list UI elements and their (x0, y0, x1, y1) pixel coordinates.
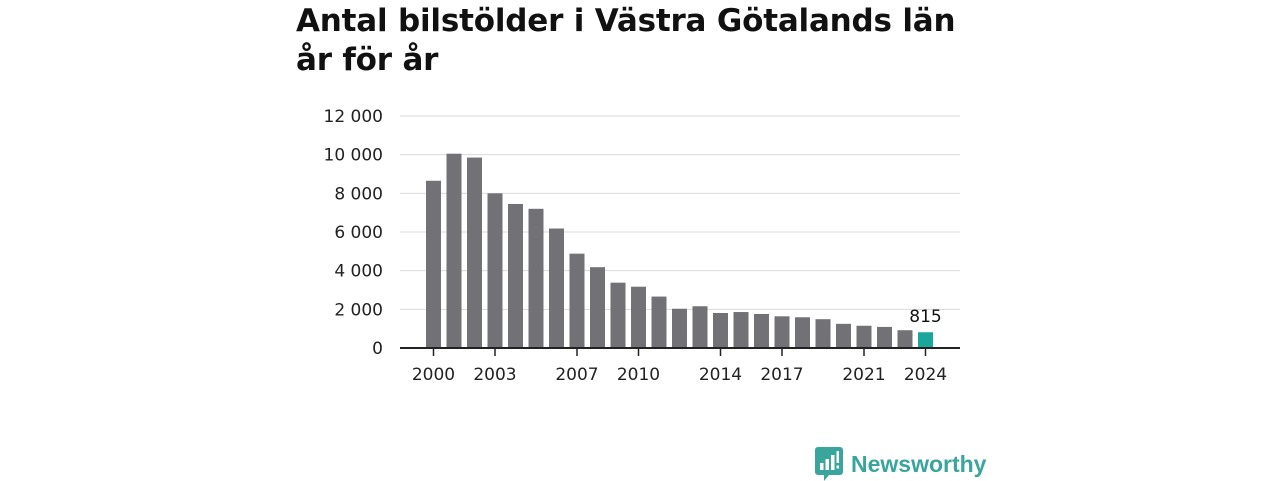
bars (426, 153, 933, 348)
x-tick-label: 2017 (760, 365, 803, 385)
y-tick-label: 2 000 (334, 300, 383, 320)
bar-2008 (590, 267, 605, 348)
y-tick-label: 10 000 (324, 146, 383, 166)
y-tick-label: 0 (372, 339, 383, 359)
bar-2001 (446, 153, 462, 348)
bar-2003 (487, 193, 503, 348)
x-tick-label: 2000 (412, 365, 455, 385)
x-tick-label: 2024 (904, 365, 947, 385)
chart-title: Antal bilstölder i Västra Götalands län … (296, 3, 956, 78)
bar-2018 (795, 317, 810, 348)
y-tick-label: 8 000 (334, 184, 383, 204)
bar-2014 (713, 313, 728, 348)
bar-2019 (815, 319, 831, 348)
bar-chart-speech-bubble-icon (815, 447, 843, 481)
bar-2007 (569, 253, 585, 348)
y-tick-label: 4 000 (334, 262, 383, 282)
brand-logo: Newsworthy (815, 447, 986, 481)
bar-2009 (610, 282, 626, 348)
gridlines (400, 115, 960, 310)
bar-2017 (774, 316, 790, 348)
bar-2011 (651, 296, 667, 348)
x-tick-label: 2021 (842, 365, 885, 385)
bar-2024 (918, 332, 933, 348)
bar-2005 (528, 208, 544, 348)
y-tick-label: 6 000 (334, 223, 383, 243)
bar-2012 (672, 308, 687, 348)
bar-2022 (877, 326, 892, 348)
bar-2021 (856, 325, 872, 348)
bar-2020 (836, 323, 851, 348)
x-tick-label: 2014 (699, 365, 742, 385)
bar-2004 (508, 203, 523, 348)
y-tick-label: 12 000 (324, 107, 383, 127)
x-tick-label: 2003 (473, 365, 516, 385)
bar-2023 (897, 330, 913, 348)
bar-2015 (733, 312, 749, 348)
x-tick-label: 2010 (617, 365, 660, 385)
annotations: 815 (909, 307, 941, 327)
y-axis-labels: 0 2 000 4 000 6 000 8 000 10 000 12 000 (324, 107, 383, 359)
brand-name: Newsworthy (851, 450, 987, 477)
bar-2013 (692, 306, 708, 348)
data-label-2024: 815 (909, 307, 941, 327)
bar-2006 (549, 228, 564, 348)
x-axis-labels: 2000 2003 2007 2010 2014 2017 2021 2024 (412, 348, 947, 385)
x-tick-label: 2007 (555, 365, 598, 385)
bar-2010 (631, 286, 646, 348)
bar-2002 (467, 157, 482, 348)
bar-2016 (754, 313, 769, 348)
bar-2000 (426, 180, 441, 348)
